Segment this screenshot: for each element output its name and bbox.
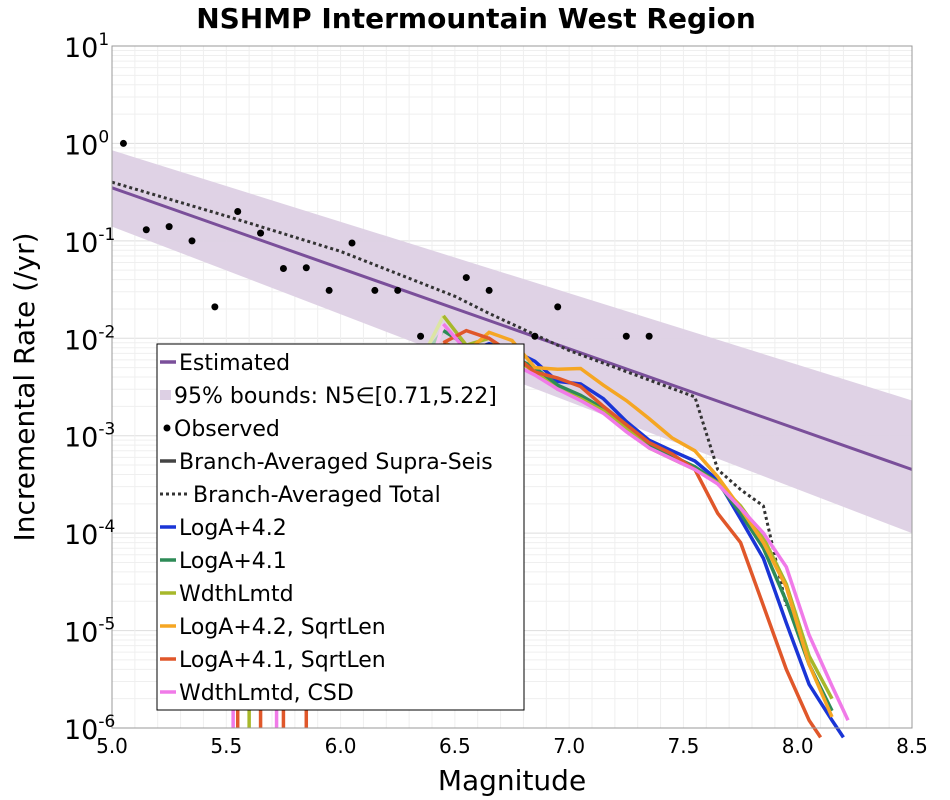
legend-label: LogA+4.2 — [179, 516, 287, 541]
series-estimated — [111, 186, 913, 471]
legend-label: 95% bounds: N5∈[0.71,5.22] — [174, 384, 497, 409]
legend-label: WdthLmtd, CSD — [179, 681, 354, 706]
observed-point — [531, 332, 539, 340]
y-tick-exponent: -3 — [98, 420, 115, 440]
x-tick-label: 8.5 — [896, 734, 928, 758]
x-tick-label: 6.5 — [439, 734, 471, 758]
y-tick-exponent: -1 — [98, 225, 115, 245]
observed-points-layer — [119, 139, 653, 340]
x-tick-labels: 5.0 5.5 6.0 6.5 7.0 7.5 8.0 8.5 — [96, 734, 928, 758]
x-tick-label: 7.5 — [668, 734, 700, 758]
y-tick-exponent: 0 — [98, 127, 109, 147]
observed-point — [142, 226, 150, 234]
observed-point — [417, 332, 425, 340]
y-tick-exponent: -4 — [98, 517, 115, 537]
y-tick-exponent: -5 — [98, 615, 115, 635]
x-tick-label: 5.5 — [210, 734, 242, 758]
series-branch-averaged-total — [111, 180, 788, 607]
y-tick-exponent: 1 — [98, 30, 109, 50]
observed-point — [119, 139, 127, 147]
observed-point — [234, 208, 242, 216]
legend-box — [156, 343, 525, 711]
legend-label: Observed — [174, 417, 280, 442]
observed-point — [279, 265, 287, 273]
observed-point — [188, 237, 196, 245]
legend-label: WdthLmtd — [179, 582, 294, 607]
legend-swatch — [160, 390, 171, 400]
observed-point — [645, 332, 653, 340]
observed-point — [462, 274, 470, 282]
plot-frame — [111, 45, 913, 729]
observed-point — [348, 239, 356, 247]
legend-label: Branch-Averaged Supra-Seis — [179, 450, 493, 475]
chart-title: NSHMP Intermountain West Region — [196, 2, 756, 35]
y-axis-label: Incremental Rate (/yr) — [8, 232, 41, 541]
legend-label: Estimated — [179, 351, 290, 376]
observed-point — [485, 286, 493, 294]
observed-point — [257, 229, 265, 237]
legend-swatch — [163, 424, 171, 432]
legend-label: LogA+4.1, SqrtLen — [179, 648, 386, 673]
y-tick-exponent: -6 — [98, 712, 115, 732]
legend-label: LogA+4.1 — [179, 549, 287, 574]
x-tick-label: 5.0 — [96, 734, 128, 758]
observed-point — [165, 223, 173, 231]
observed-point — [302, 264, 310, 272]
observed-point — [325, 286, 333, 294]
x-tick-label: 6.0 — [325, 734, 357, 758]
observed-point — [211, 303, 219, 311]
observed-point — [371, 286, 379, 294]
x-tick-label: 8.0 — [782, 734, 814, 758]
series-loga-4-2-sqrtlen — [442, 330, 834, 718]
y-tick-label: 10-3 — [64, 420, 115, 454]
legend: Estimated 95% bounds: N5∈[0.71,5.22] Obser… — [156, 343, 525, 711]
x-axis-label: Magnitude — [438, 764, 586, 797]
observed-point — [622, 332, 630, 340]
x-tick-label: 7.0 — [553, 734, 585, 758]
legend-label: Branch-Averaged Total — [193, 483, 441, 508]
observed-point — [554, 303, 562, 311]
observed-point — [394, 286, 402, 294]
y-tick-exponent: -2 — [98, 322, 115, 342]
legend-label: LogA+4.2, SqrtLen — [179, 615, 386, 640]
